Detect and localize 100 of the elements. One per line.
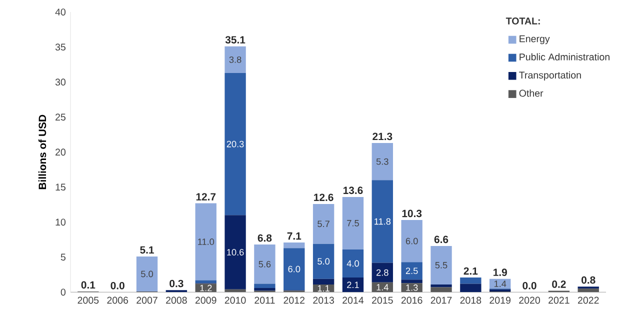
bar [312,204,334,244]
data-label: 1.4 [376,284,388,291]
total-label: 0.2 [552,280,566,288]
x-tick-label: 2018 [460,297,482,304]
total-label: 5.1 [140,246,154,254]
x-tick-label: 2012 [284,297,305,304]
data-label: 5.6 [258,261,271,268]
data-label: 1.3 [406,284,418,292]
data-label: 1.4 [494,280,506,288]
legend-title: TOTAL: [506,18,540,25]
bar [254,284,276,288]
data-label: 2.8 [376,270,388,276]
x-tick-label: 2016 [401,297,422,304]
data-label: 5.0 [141,271,154,278]
x-tick-label: 2008 [166,297,187,304]
bar [342,250,364,278]
data-label: 11.8 [374,218,391,225]
y-tick-label: 25 [56,114,66,121]
bar [342,197,364,250]
x-tick-label: 2015 [372,297,393,304]
total-label: 21.3 [372,133,392,140]
legend-label: Transportation [519,72,581,81]
bar [224,290,246,292]
total-label: 0.3 [170,280,184,288]
legend-label: Energy [520,36,550,44]
bar [401,280,422,284]
bar [254,244,276,284]
data-label: 4.0 [346,260,359,267]
bar [254,288,276,292]
total-label: 12.7 [196,193,216,201]
bar [224,73,246,216]
total-label: 12.6 [314,194,334,202]
x-tick-label: 2019 [490,297,510,304]
data-label: 6.0 [288,266,300,273]
total-label: 6.8 [258,234,272,242]
x-tick-label: 2013 [313,297,334,304]
bar [372,143,393,180]
bar [430,288,452,292]
total-label: 0.8 [582,276,596,284]
total-label: 10.3 [402,210,422,218]
bar [460,278,482,284]
x-tick-label: 2009 [195,297,216,304]
data-label: 2.5 [406,268,418,274]
total-label: 0.0 [110,282,124,290]
y-tick-label: 15 [56,184,66,191]
bar [372,263,393,283]
bar [372,180,393,264]
total-label: 2.1 [464,268,478,275]
data-label: 10.6 [227,249,244,256]
y-tick-label: 30 [55,78,66,86]
x-tick-label: 2014 [342,297,364,304]
total-label: 7.1 [287,232,302,240]
bar [195,203,216,281]
total-label: 13.6 [343,186,363,194]
x-tick-label: 2020 [519,297,540,304]
x-tick-label: 2022 [578,297,599,304]
bar [578,288,599,292]
data-label: 11.0 [198,238,214,246]
y-tick-label: 10 [56,218,66,226]
bar [401,220,422,262]
bar [430,246,452,285]
y-tick-label: 0 [60,288,66,296]
bar [312,244,334,280]
total-label: 35.1 [225,36,246,44]
x-tick-label: 2007 [136,297,158,304]
bar [224,215,246,290]
x-tick-label: 2017 [430,297,452,304]
bar [284,242,305,248]
total-label: 1.9 [494,268,507,276]
y-tick-label: 20 [56,148,66,156]
bar [224,46,246,74]
bar [342,278,364,292]
data-label: 3.8 [229,56,242,64]
y-tick-label: 5 [60,254,66,261]
bar [401,262,422,280]
data-label: 5.0 [318,258,330,265]
total-label: 0.0 [522,282,536,290]
data-label: 7.5 [347,220,359,227]
data-label: 1.1 [318,285,330,292]
data-label: 5.3 [376,158,388,166]
data-label: 5.5 [435,262,448,269]
data-label: 6.0 [406,238,418,245]
x-tick-label: 2006 [107,297,128,304]
bar [401,283,422,292]
y-tick-label: 40 [55,8,66,16]
bar [136,256,158,292]
data-label: 20.3 [226,141,244,148]
bar [284,248,305,290]
data-label: 1.2 [200,285,212,292]
total-label: 6.6 [434,236,448,244]
y-tick-label: 35 [55,44,66,51]
data-label: 5.7 [318,220,330,228]
x-tick-label: 2005 [78,297,99,304]
data-label: 2.1 [347,282,359,288]
bar [312,279,334,285]
x-tick-label: 2010 [224,297,246,304]
bar [460,284,482,292]
legend-label: Public Administration [520,53,610,61]
y-axis-title: Billions of USD [38,115,46,190]
legend-label: Other [519,90,544,97]
